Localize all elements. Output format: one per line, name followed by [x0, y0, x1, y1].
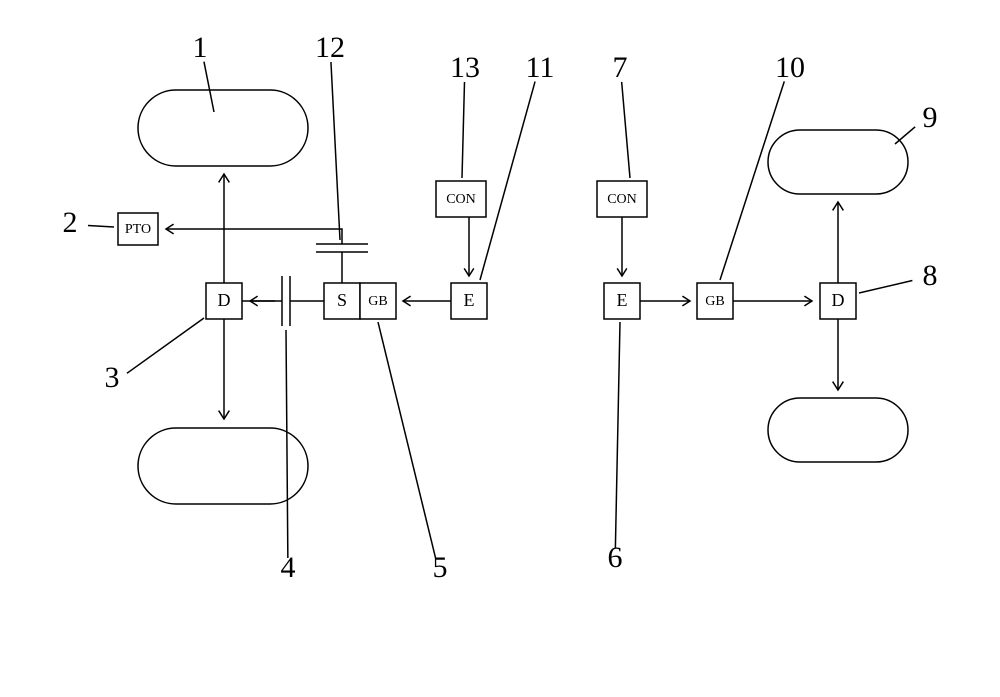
callout-4: 4 — [281, 551, 296, 584]
callout-7: 7 — [613, 51, 628, 84]
callout-10: 10 — [775, 51, 805, 84]
box-d-3-label: D — [218, 290, 231, 310]
leader-2 — [88, 226, 114, 227]
callout-8: 8 — [923, 259, 938, 292]
wheel-9-top-right — [768, 130, 908, 194]
box-e-6-label: E — [617, 290, 628, 310]
box-s-label: S — [337, 290, 347, 310]
box-gb-10-label: GB — [705, 294, 724, 309]
box-con-13-label: CON — [446, 192, 476, 207]
callout-13: 13 — [450, 51, 480, 84]
leader-6 — [615, 322, 620, 548]
callout-9: 9 — [923, 101, 938, 134]
box-e-11-label: E — [464, 290, 475, 310]
leader-11 — [480, 82, 535, 280]
callout-6: 6 — [608, 541, 623, 574]
leader-13 — [462, 82, 465, 178]
diagram-canvas: PTODSGBECONECONGBD12345678910111213 — [0, 0, 1000, 697]
box-con-7-label: CON — [607, 192, 637, 207]
leader-7 — [622, 82, 630, 178]
leader-12 — [331, 62, 340, 240]
leader-9 — [895, 127, 915, 144]
callout-3: 3 — [105, 361, 120, 394]
callout-12: 12 — [315, 31, 345, 64]
box-gb-5-label: GB — [368, 294, 387, 309]
clutch12-t-to-pto — [224, 229, 342, 244]
leader-8 — [859, 280, 912, 293]
box-pto-2-label: PTO — [125, 222, 151, 237]
wheel-1-top-left — [138, 90, 308, 166]
callout-11: 11 — [526, 51, 555, 84]
leader-4 — [286, 330, 288, 558]
callout-5: 5 — [433, 551, 448, 584]
callout-2: 2 — [63, 206, 78, 239]
callout-1: 1 — [193, 31, 208, 64]
leader-3 — [127, 318, 204, 373]
wheel-bottom-right — [768, 398, 908, 462]
leader-5 — [378, 322, 436, 558]
box-d-8-label: D — [832, 290, 845, 310]
wheel-bottom-left — [138, 428, 308, 504]
